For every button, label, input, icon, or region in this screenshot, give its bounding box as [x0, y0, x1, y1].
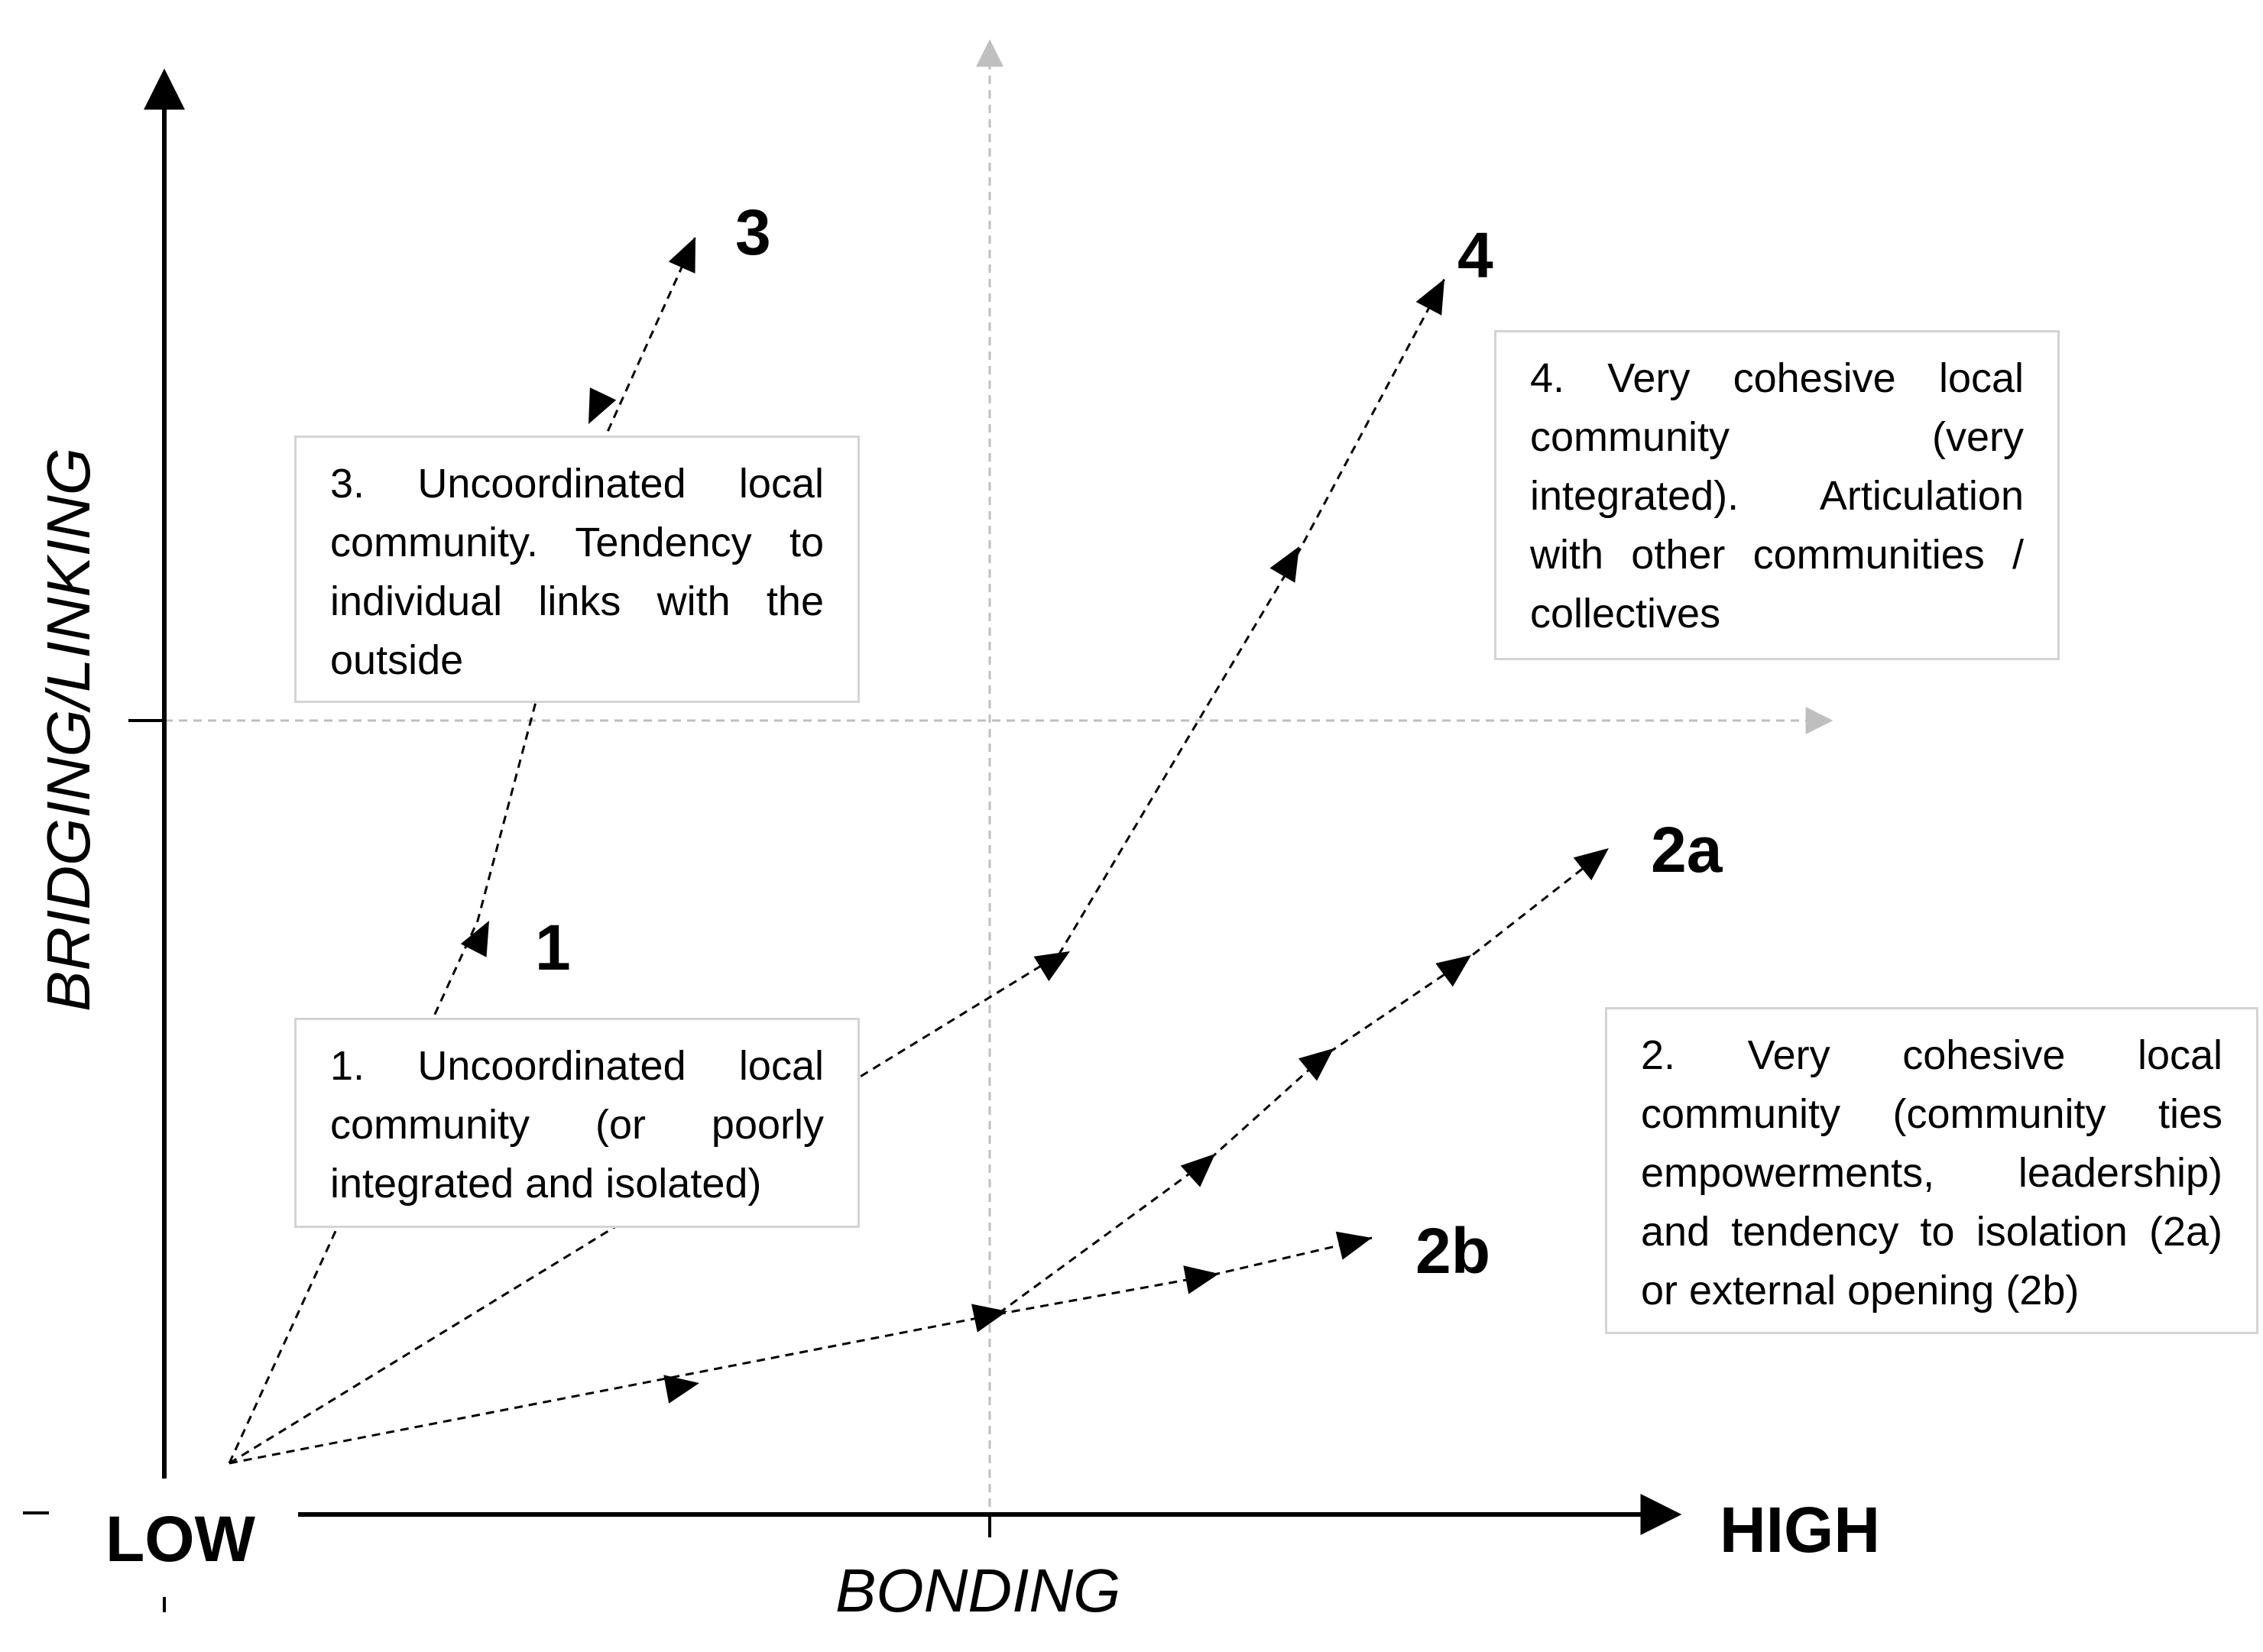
- arrowheads: [460, 237, 1609, 1404]
- arrowhead-2b-end: [1335, 1231, 1372, 1260]
- path-trajectory-2b: [997, 1236, 1373, 1316]
- description-box-1: 1. Uncoordinated local community (or poo…: [294, 1018, 860, 1228]
- arrowhead-2a-3: [1298, 1048, 1334, 1081]
- arrowhead-trunk-low: [663, 1375, 699, 1404]
- arrowhead-4-upper: [1269, 546, 1299, 583]
- high-label: HIGH: [1720, 1494, 1880, 1566]
- description-box-2: 2. Very cohesive local community (commun…: [1605, 1007, 2258, 1334]
- trajectory-paths: [228, 236, 1610, 1465]
- trajectory-label-2b: 2b: [1415, 1215, 1491, 1287]
- trajectory-label-3: 3: [735, 196, 771, 268]
- arrowhead-1: [460, 921, 489, 957]
- trajectory-label-2a: 2a: [1651, 814, 1723, 886]
- trajectory-label-1: 1: [535, 912, 571, 983]
- arrowhead-2a-end: [1573, 848, 1609, 881]
- arrowhead-2-trunk: [971, 1304, 1007, 1333]
- x-axis-title: BONDING: [835, 1556, 1121, 1624]
- low-label: LOW: [105, 1503, 255, 1575]
- arrowhead-3-mid: [588, 387, 617, 424]
- description-box-4: 4. Very cohesive local community (very i…: [1494, 330, 2060, 660]
- path-trajectory-2a: [229, 847, 1610, 1465]
- arrowhead-2b-mid: [1183, 1265, 1219, 1294]
- y-axis-title: BRIDGING/LINKING: [34, 448, 102, 1012]
- description-box-3: 3. Uncoordinated local community. Tenden…: [294, 436, 860, 703]
- arrowhead-4-lower: [1033, 951, 1070, 982]
- arrowhead-2a-4: [1435, 955, 1471, 987]
- arrowhead-2a-2: [1180, 1154, 1215, 1187]
- arrowhead-3-end: [668, 237, 695, 274]
- path-trajectory-1-3: [228, 236, 697, 1464]
- arrowhead-4-end: [1415, 279, 1444, 316]
- trajectory-label-4: 4: [1457, 219, 1493, 291]
